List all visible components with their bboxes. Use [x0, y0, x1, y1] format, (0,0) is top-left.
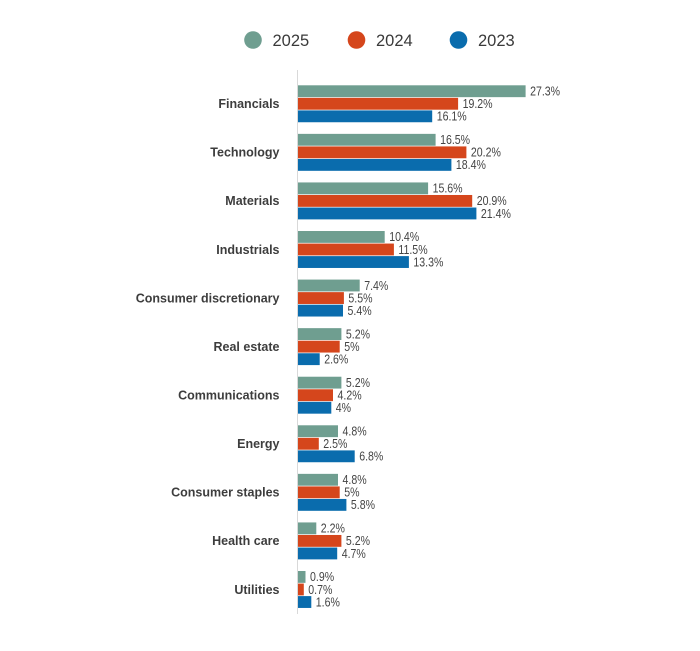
svg-text:5%: 5% — [344, 486, 359, 500]
svg-text:4.8%: 4.8% — [343, 473, 367, 487]
svg-text:Industrials: Industrials — [216, 243, 279, 257]
svg-text:Health care: Health care — [212, 534, 279, 548]
svg-text:2024: 2024 — [376, 32, 413, 50]
svg-text:5.5%: 5.5% — [348, 291, 372, 305]
svg-text:2.5%: 2.5% — [323, 437, 347, 451]
svg-text:2.6%: 2.6% — [324, 353, 348, 367]
svg-text:20.2%: 20.2% — [471, 146, 501, 160]
svg-text:Materials: Materials — [225, 194, 279, 208]
svg-text:Communications: Communications — [178, 389, 279, 403]
svg-text:2025: 2025 — [273, 32, 310, 50]
svg-text:Energy: Energy — [237, 437, 279, 451]
svg-text:21.4%: 21.4% — [481, 207, 511, 221]
svg-text:Consumer discretionary: Consumer discretionary — [136, 291, 280, 305]
svg-text:1.6%: 1.6% — [316, 595, 340, 609]
svg-text:6.8%: 6.8% — [359, 450, 383, 464]
svg-text:5.4%: 5.4% — [348, 304, 372, 318]
svg-text:5.2%: 5.2% — [346, 534, 370, 548]
svg-text:2.2%: 2.2% — [321, 522, 345, 536]
svg-text:16.1%: 16.1% — [437, 110, 467, 124]
svg-text:Utilities: Utilities — [234, 583, 279, 597]
svg-text:13.3%: 13.3% — [413, 255, 443, 269]
svg-text:5.2%: 5.2% — [346, 376, 370, 390]
svg-text:4.7%: 4.7% — [342, 547, 366, 561]
svg-text:11.5%: 11.5% — [398, 243, 427, 257]
svg-text:15.6%: 15.6% — [433, 182, 463, 196]
svg-text:5.8%: 5.8% — [351, 498, 375, 512]
svg-text:7.4%: 7.4% — [364, 279, 388, 293]
svg-text:Technology: Technology — [210, 146, 279, 160]
svg-text:19.2%: 19.2% — [463, 97, 493, 111]
svg-text:0.9%: 0.9% — [310, 570, 334, 584]
svg-text:20.9%: 20.9% — [477, 194, 507, 208]
svg-text:4.8%: 4.8% — [343, 425, 367, 439]
svg-text:18.4%: 18.4% — [456, 158, 486, 172]
svg-text:Consumer staples: Consumer staples — [171, 486, 279, 500]
svg-text:4.2%: 4.2% — [338, 389, 362, 403]
svg-text:16.5%: 16.5% — [440, 133, 470, 147]
svg-text:2023: 2023 — [478, 32, 515, 50]
svg-text:27.3%: 27.3% — [530, 85, 560, 99]
svg-text:4%: 4% — [336, 401, 351, 415]
svg-text:Financials: Financials — [218, 97, 279, 111]
svg-text:5.2%: 5.2% — [346, 327, 370, 341]
svg-text:5%: 5% — [344, 340, 359, 354]
svg-text:Real estate: Real estate — [213, 340, 279, 354]
svg-text:10.4%: 10.4% — [389, 230, 419, 244]
svg-text:0.7%: 0.7% — [308, 583, 332, 597]
